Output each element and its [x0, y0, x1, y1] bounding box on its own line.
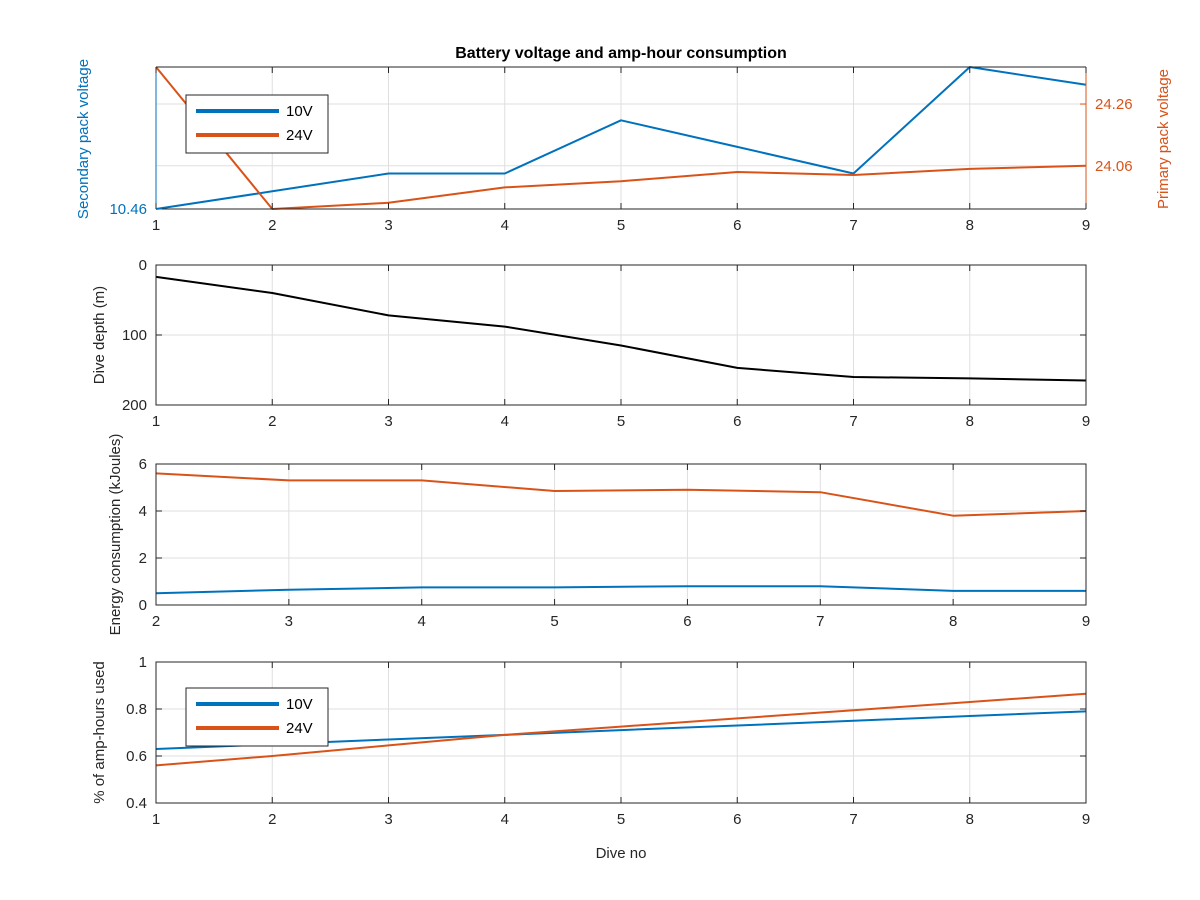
- legend-label-24v: 24V: [286, 127, 313, 144]
- x-tick-label: 2: [152, 613, 160, 630]
- x-tick-label: 6: [733, 413, 741, 430]
- y-tick-label: 0.8: [126, 701, 147, 718]
- x-tick-label: 3: [384, 217, 392, 234]
- series-line-24v: [155, 66, 1087, 210]
- x-tick-label: 3: [384, 811, 392, 828]
- y-tick-label: 0.6: [126, 748, 147, 765]
- x-tick-label: 6: [733, 217, 741, 234]
- x-tick-label: 9: [1082, 217, 1090, 234]
- plot-area: [156, 464, 1086, 605]
- x-tick-label: 4: [501, 217, 509, 234]
- subplot-2: 1 2 3 4 5 6 7 8 9 0 100 200 Dive depth (m): [91, 257, 1090, 430]
- x-tick-label: 7: [849, 811, 857, 828]
- y-tick-label: 2: [139, 550, 147, 567]
- y-tick-label: 6: [139, 456, 147, 473]
- y-tick-label: 100: [122, 327, 147, 344]
- legend-label-24v: 24V: [286, 720, 313, 737]
- x-tick-label: 2: [268, 413, 276, 430]
- x-tick-label: 1: [152, 413, 160, 430]
- x-tick-label: 1: [152, 811, 160, 828]
- y-axis-label: Energy consumption (kJoules): [107, 434, 124, 636]
- x-tick-label: 8: [949, 613, 957, 630]
- x-tick-label: 2: [268, 217, 276, 234]
- x-tick-label: 2: [268, 811, 276, 828]
- y-tick-label: 10.46: [109, 201, 147, 218]
- x-tick-label: 4: [501, 811, 509, 828]
- y-tick-label: 200: [122, 397, 147, 414]
- x-tick-label: 7: [816, 613, 824, 630]
- y-tick-label: 0.4: [126, 795, 147, 812]
- axes-frame: [155, 463, 1087, 606]
- legend-box: [185, 687, 329, 747]
- x-tick-label: 9: [1082, 613, 1090, 630]
- series-line-10v: [155, 66, 1087, 210]
- y-right-tick-label: 24.26: [1095, 96, 1133, 113]
- x-tick-label: 6: [683, 613, 691, 630]
- x-tick-label: 4: [418, 613, 426, 630]
- y-axis-label: % of amp-hours used: [91, 661, 108, 804]
- x-tick-label: 3: [285, 613, 293, 630]
- x-tick-label: 8: [966, 811, 974, 828]
- y-right-tick-label: 24.06: [1095, 158, 1133, 175]
- legend-label-10v: 10V: [286, 696, 313, 713]
- x-tick-label: 3: [384, 413, 392, 430]
- y-axis-label-right: Primary pack voltage: [1155, 69, 1172, 209]
- y-tick-label: 4: [139, 503, 147, 520]
- x-tick-label: 5: [550, 613, 558, 630]
- x-tick-label: 5: [617, 413, 625, 430]
- subplot-1: 1 2 3 4 5 6 7 8 9 10.46 24.06 24.26 Secondary pack v…: [75, 59, 1172, 234]
- legend-box: [185, 94, 329, 154]
- x-tick-label: 8: [966, 217, 974, 234]
- subplot-4: 1 2 3 4 5 6 7 8 9 0.4 0.6 0.8 1 % of amp-hours used Di…: [91, 654, 1090, 862]
- x-tick-label: 9: [1082, 413, 1090, 430]
- series-line-1: [155, 585, 1086, 595]
- y-tick-label: 0: [139, 597, 147, 614]
- series-line-24v: [155, 692, 1087, 767]
- x-tick-label: 4: [501, 413, 509, 430]
- series-line-1: [155, 275, 1087, 382]
- x-tick-label: 7: [849, 413, 857, 430]
- y-axis-label: Secondary pack voltage: [75, 59, 92, 219]
- x-tick-label: 5: [617, 811, 625, 828]
- x-tick-label: 6: [733, 811, 741, 828]
- y-tick-label: 1: [139, 654, 147, 671]
- legend-label-10v: 10V: [286, 103, 313, 120]
- x-tick-label: 7: [849, 217, 857, 234]
- figure-title: Battery voltage and amp-hour consumption: [455, 45, 787, 62]
- series-line-2: [155, 472, 1087, 517]
- y-axis-label: Dive depth (m): [91, 286, 108, 384]
- x-tick-label: 8: [966, 413, 974, 430]
- x-axis-label: Dive no: [596, 845, 647, 862]
- x-tick-label: 9: [1082, 811, 1090, 828]
- x-tick-label: 1: [152, 217, 160, 234]
- x-tick-label: 5: [617, 217, 625, 234]
- y-tick-label: 0: [139, 257, 147, 274]
